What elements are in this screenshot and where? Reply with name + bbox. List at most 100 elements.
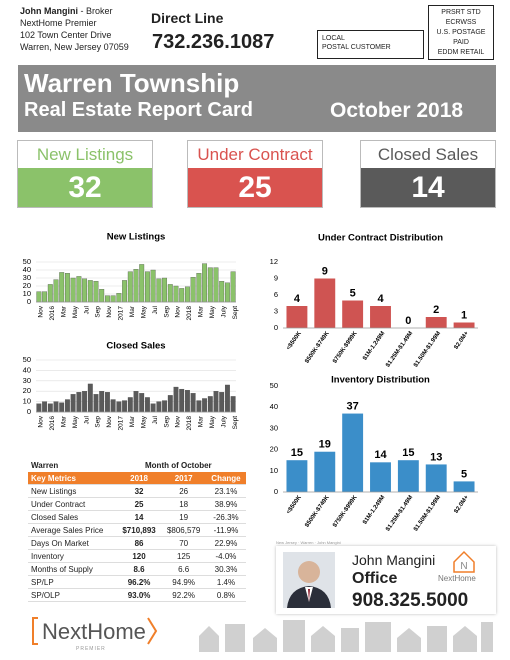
bar — [286, 460, 308, 492]
table-cell: 32 — [116, 484, 162, 498]
banner-subtitle: Real Estate Report Card — [24, 99, 253, 121]
bar — [59, 402, 65, 413]
x-tick-label: Jul — [152, 415, 159, 424]
x-tick-label: 2017 — [118, 306, 125, 321]
data-label: 19 — [319, 439, 331, 451]
postage-line: EDDM RETAIL — [437, 49, 485, 56]
table-cell: 38.9% — [205, 497, 246, 511]
data-label: 9 — [322, 265, 328, 277]
bar — [150, 269, 156, 303]
column-header: Key Metrics — [28, 472, 117, 485]
bar — [59, 272, 65, 303]
table-cell: 92.2% — [161, 588, 206, 602]
bar — [230, 396, 236, 413]
table-cell: 22.9% — [205, 536, 246, 550]
x-tick-label: Jul — [152, 305, 159, 314]
bar — [213, 267, 219, 303]
bar — [64, 273, 70, 303]
bar — [190, 393, 196, 413]
bar — [184, 390, 190, 413]
agent-card-name: John Mangini — [352, 552, 436, 568]
y-tick-label: 9 — [274, 273, 278, 282]
x-tick-label: 2017 — [118, 416, 125, 431]
logo-icon: N — [453, 550, 475, 573]
footer-tagline: PREMIER — [76, 646, 106, 652]
x-tick-label: July — [220, 415, 227, 427]
stat-label: Closed Sales — [361, 141, 495, 168]
bar — [167, 284, 173, 303]
bar — [70, 394, 76, 413]
bar — [47, 284, 53, 303]
x-tick-label: Nov — [106, 305, 113, 317]
x-tick-label: July — [220, 305, 227, 317]
y-tick-label: 10 — [23, 289, 31, 298]
table-row: Average Sales Price $710,893 $806,579 -11.9… — [28, 523, 246, 537]
table-cell: 94.9% — [161, 575, 206, 589]
postage-line: PRSRT STD — [441, 9, 481, 16]
x-tick-label: $500K-$749K — [304, 330, 331, 365]
bar — [196, 400, 202, 413]
x-tick-label: May — [209, 305, 216, 318]
bar — [139, 393, 145, 413]
bar — [42, 291, 48, 303]
table-cell: 120 — [116, 549, 162, 563]
data-label: 37 — [347, 400, 359, 412]
x-tick-label: $1M-1.249M — [362, 495, 386, 526]
x-tick-label: Mar — [198, 305, 205, 317]
y-tick-label: 10 — [270, 466, 278, 475]
stat-value: 25 — [188, 168, 322, 207]
table-cell: 96.2% — [116, 575, 162, 589]
bar — [122, 400, 128, 413]
table-cell: SP/LP — [28, 575, 117, 589]
data-label: 15 — [402, 447, 414, 459]
agent-card: John Mangini Office 908.325.5000 N NextH… — [276, 546, 496, 614]
chart-title: Closed Sales — [106, 341, 165, 352]
bar — [184, 286, 190, 303]
column-header: 2018 — [116, 472, 162, 485]
bar — [116, 401, 122, 413]
bar — [104, 392, 110, 413]
bar — [76, 392, 82, 413]
bar — [425, 317, 447, 328]
y-tick-label: 20 — [23, 386, 31, 395]
bar — [82, 391, 88, 413]
banner: Warren Township Real Estate Report Card … — [18, 65, 496, 132]
bar — [202, 398, 208, 413]
x-tick-label: May — [72, 415, 79, 428]
table-row: New Listings 32 26 23.1% — [28, 484, 246, 498]
x-tick-label: Sept — [232, 416, 239, 430]
x-tick-label: Nov — [38, 305, 45, 317]
x-tick-label: Jul — [83, 415, 90, 424]
stat-value: 32 — [18, 168, 152, 207]
bar — [202, 263, 208, 303]
bar — [53, 279, 59, 303]
table-cell: Average Sales Price — [28, 523, 117, 537]
y-tick-label: 20 — [23, 281, 31, 290]
table-cell: -4.0% — [205, 549, 246, 563]
bar — [42, 401, 48, 413]
bar — [207, 267, 213, 303]
banner-title: Warren Township — [24, 68, 240, 98]
data-label: 15 — [291, 447, 303, 459]
table-cell: Days On Market — [28, 536, 117, 550]
table-cell: -26.3% — [205, 510, 246, 524]
table-cell: 93.0% — [116, 588, 162, 602]
address: 102 Town Center Drive — [20, 30, 112, 40]
bar — [122, 280, 128, 303]
column-header: Change — [205, 472, 246, 485]
x-tick-label: Jul — [83, 305, 90, 314]
bar — [162, 400, 168, 413]
x-tick-label: 2018 — [186, 306, 193, 321]
company: NextHome Premier — [20, 18, 97, 28]
bar — [70, 277, 76, 303]
office-label: Office — [352, 570, 398, 587]
caption: New Jersey · Warren · John Mangini — [276, 540, 341, 545]
y-tick-label: 0 — [27, 407, 31, 416]
table-row: Days On Market 86 70 22.9% — [28, 536, 246, 550]
bar — [173, 285, 179, 303]
bar — [150, 403, 156, 413]
address: Warren, New Jersey 07059 — [20, 42, 129, 52]
stat-label: New Listings — [18, 141, 152, 168]
x-tick-label: $2.0M+ — [454, 494, 471, 514]
